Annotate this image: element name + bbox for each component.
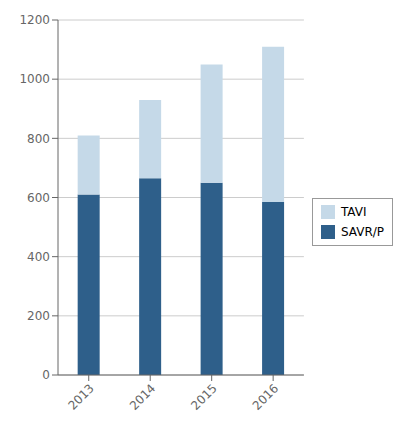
svg-text:2015: 2015 [188, 381, 219, 412]
svg-text:1000: 1000 [19, 72, 50, 86]
html-text:SAVR/P: SAVR/P [340, 224, 384, 239]
svg-text:2014: 2014 [127, 381, 158, 412]
svg-text:800: 800 [27, 132, 50, 146]
svg-text:400: 400 [27, 250, 50, 264]
svg-text:600: 600 [27, 191, 50, 205]
svg-text:200: 200 [27, 309, 50, 323]
svg-text:2016: 2016 [250, 381, 281, 412]
svg-text:1200: 1200 [19, 13, 50, 27]
html-text:TAVI: TAVI [340, 204, 367, 219]
svg-text:0: 0 [42, 368, 50, 382]
svg-text:2013: 2013 [65, 381, 96, 412]
